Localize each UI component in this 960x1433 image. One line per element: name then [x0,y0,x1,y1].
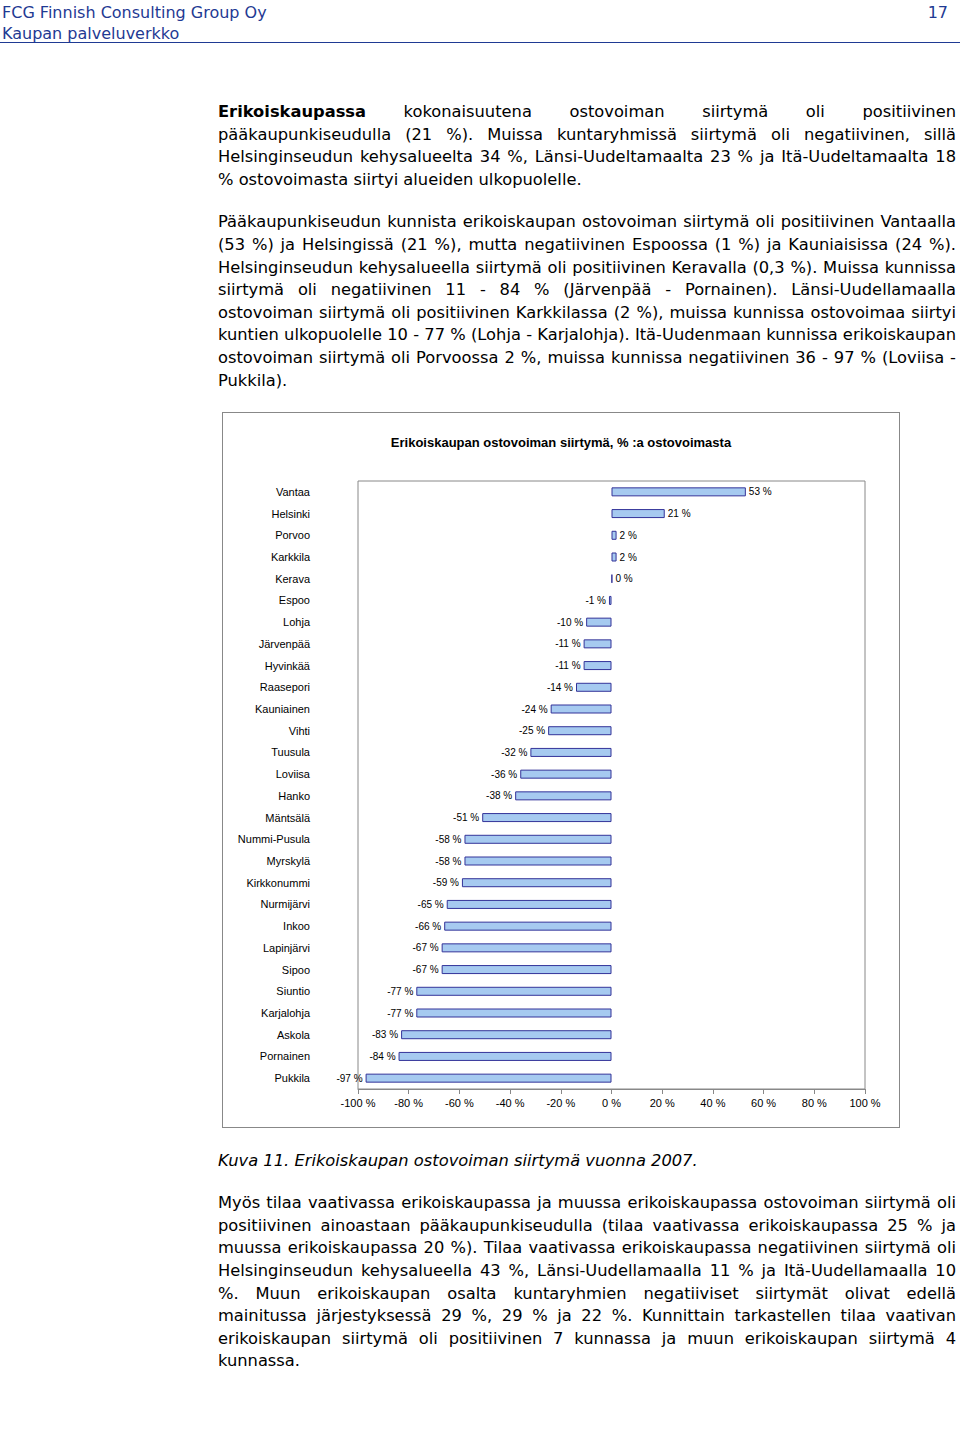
svg-text:-65 %: -65 % [418,899,444,910]
svg-text:-32 %: -32 % [501,747,527,758]
svg-text:-66 %: -66 % [415,921,441,932]
svg-text:53 %: 53 % [749,486,772,497]
svg-text:-77 %: -77 % [387,986,413,997]
svg-text:-58 %: -58 % [435,856,461,867]
svg-text:-24 %: -24 % [522,704,548,715]
svg-text:-83 %: -83 % [372,1029,398,1040]
svg-text:Mäntsälä: Mäntsälä [265,812,311,824]
svg-text:Vantaa: Vantaa [276,486,311,498]
svg-text:Myrskylä: Myrskylä [267,855,311,867]
svg-text:Lohja: Lohja [283,616,311,628]
svg-text:Kirkkonummi: Kirkkonummi [246,877,310,889]
svg-text:-80 %: -80 % [394,1097,423,1109]
svg-text:-20 %: -20 % [546,1097,575,1109]
svg-text:Siuntio: Siuntio [276,985,310,997]
svg-text:-36 %: -36 % [491,769,517,780]
svg-text:Vihti: Vihti [289,725,310,737]
svg-text:-84 %: -84 % [369,1051,395,1062]
svg-text:Karkkila: Karkkila [271,551,311,563]
svg-text:-51 %: -51 % [453,812,479,823]
svg-text:Askola: Askola [277,1029,311,1041]
svg-text:-60 %: -60 % [445,1097,474,1109]
svg-text:-14 %: -14 % [547,682,573,693]
svg-text:Espoo: Espoo [279,595,310,607]
svg-text:-97 %: -97 % [336,1073,362,1084]
svg-text:-11 %: -11 % [555,638,580,649]
svg-text:Pukkila: Pukkila [275,1072,311,1084]
html-text:17: 17 [927,3,948,22]
svg-text:Inkoo: Inkoo [283,920,310,932]
html-text:Myös tilaa vaativassa erikoisk: Myös tilaa vaativassa erikoiskaupassa ja… [218,1193,956,1371]
svg-text:Nurmijärvi: Nurmijärvi [261,899,311,911]
svg-text:20 %: 20 % [650,1097,675,1109]
svg-text:Tuusula: Tuusula [271,747,311,759]
svg-text:-1 %: -1 % [585,595,606,606]
svg-text:Hyvinkää: Hyvinkää [265,660,311,672]
html-text:Erikoiskaupassa kokonaisuutena: Erikoiskaupassa kokonaisuutena ostovoima… [218,102,956,189]
svg-text:Pornainen: Pornainen [260,1051,310,1063]
svg-text:Loviisa: Loviisa [276,768,311,780]
svg-text:-67 %: -67 % [413,942,439,953]
svg-text:-58 %: -58 % [435,834,461,845]
svg-text:Karjalohja: Karjalohja [261,1007,311,1019]
svg-text:-25 %: -25 % [519,725,545,736]
svg-text:-11 %: -11 % [555,660,580,671]
svg-text:Sipoo: Sipoo [282,964,310,976]
svg-text:Kauniainen: Kauniainen [255,703,310,715]
svg-text:100 %: 100 % [849,1097,880,1109]
svg-text:-59 %: -59 % [433,877,459,888]
svg-text:2 %: 2 % [620,530,637,541]
svg-text:2 %: 2 % [620,552,637,563]
svg-text:0 %: 0 % [602,1097,621,1109]
svg-text:-40 %: -40 % [496,1097,525,1109]
svg-text:-77 %: -77 % [387,1008,413,1019]
html-text:FCG Finnish Consulting Group O: FCG Finnish Consulting Group Oy [2,3,267,22]
html-text:Kuva 11. Erikoiskaupan ostovoi: Kuva 11. Erikoiskaupan ostovoiman siirty… [218,1151,698,1171]
svg-text:Nummi-Pusula: Nummi-Pusula [238,833,311,845]
svg-text:Lapinjärvi: Lapinjärvi [263,942,310,954]
svg-text:40 %: 40 % [700,1097,725,1109]
svg-text:-67 %: -67 % [413,964,439,975]
svg-text:-100 %: -100 % [341,1097,376,1109]
svg-text:-38 %: -38 % [486,790,512,801]
svg-text:Helsinki: Helsinki [271,508,310,520]
svg-text:Porvoo: Porvoo [275,529,310,541]
html-text:Pääkaupunkiseudun kunnista eri: Pääkaupunkiseudun kunnista erikoiskaupan… [218,212,956,390]
svg-text:Raasepori: Raasepori [260,681,310,693]
svg-text:Järvenpää: Järvenpää [259,638,311,650]
svg-text:60 %: 60 % [751,1097,776,1109]
svg-text:21 %: 21 % [668,508,691,519]
svg-text:80 %: 80 % [802,1097,827,1109]
html-text:Kaupan palveluverkko: Kaupan palveluverkko [2,24,180,43]
svg-text:Kerava: Kerava [275,573,311,585]
svg-text:Hanko: Hanko [278,790,310,802]
svg-text:-10 %: -10 % [557,617,583,628]
svg-text:Erikoiskaupan ostovoiman siirt: Erikoiskaupan ostovoiman siirtymä, % :a … [391,435,732,450]
svg-text:0 %: 0 % [615,573,632,584]
